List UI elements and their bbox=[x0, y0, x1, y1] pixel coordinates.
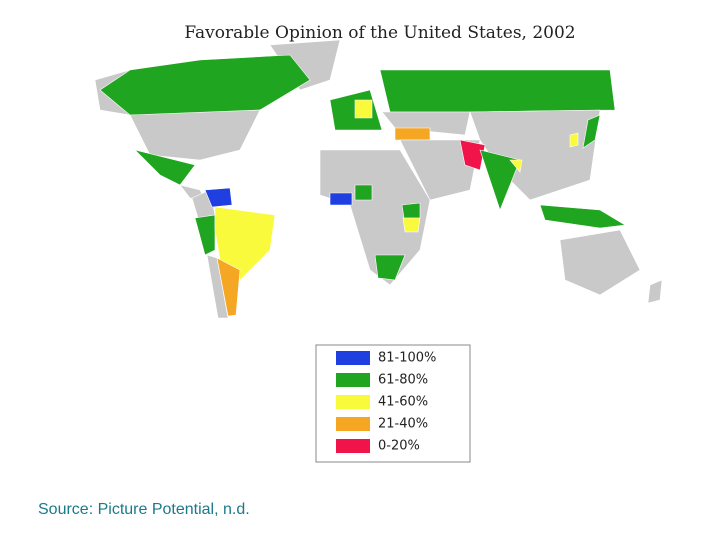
world-map bbox=[94, 39, 663, 319]
bangladesh bbox=[509, 159, 523, 173]
turkey bbox=[394, 127, 431, 141]
source: Source: Picture Potential, n.d. bbox=[38, 501, 250, 518]
legend-label: 21-40% bbox=[378, 417, 428, 432]
legend-swatch bbox=[336, 417, 370, 431]
australia bbox=[559, 229, 641, 296]
korea bbox=[569, 132, 579, 148]
japan bbox=[582, 114, 601, 149]
title: Favorable Opinion of the United States, … bbox=[184, 23, 575, 43]
legend-swatch bbox=[336, 351, 370, 365]
germany bbox=[354, 99, 373, 119]
new-zealand bbox=[647, 279, 663, 304]
legend-label: 0-20% bbox=[378, 439, 420, 454]
legend-swatch bbox=[336, 373, 370, 387]
legend-label: 41-60% bbox=[378, 395, 428, 410]
pakistan bbox=[459, 139, 486, 171]
asia bbox=[469, 109, 601, 201]
middle-east bbox=[399, 139, 481, 201]
central-asia bbox=[381, 111, 471, 136]
canada bbox=[99, 54, 311, 121]
indonesia bbox=[539, 204, 626, 229]
peru bbox=[194, 214, 216, 256]
russia bbox=[379, 69, 616, 113]
nigeria bbox=[354, 184, 373, 201]
legend-label: 81-100% bbox=[378, 351, 436, 366]
chile bbox=[206, 254, 229, 319]
argentina bbox=[216, 257, 241, 317]
usa bbox=[129, 109, 261, 161]
ivory-coast bbox=[329, 192, 353, 206]
legend: 81-100% 61-80% 41-60% 21-40% 0-20% bbox=[336, 351, 436, 454]
legend-label: 61-80% bbox=[378, 373, 428, 388]
kenya bbox=[401, 202, 421, 219]
tanzania bbox=[402, 217, 421, 233]
legend-swatch bbox=[336, 439, 370, 453]
india bbox=[479, 149, 521, 211]
brazil bbox=[214, 206, 276, 281]
south-africa bbox=[374, 254, 406, 281]
venezuela bbox=[204, 187, 233, 208]
legend-swatch bbox=[336, 395, 370, 409]
